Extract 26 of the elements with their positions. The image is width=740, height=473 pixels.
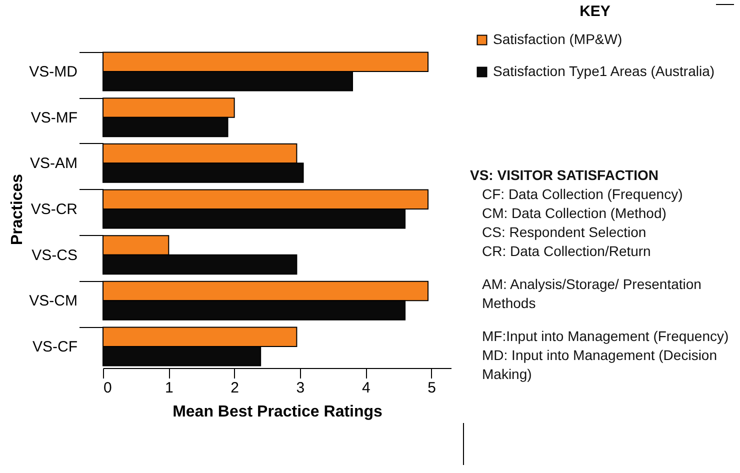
- x-axis-title: Mean Best Practice Ratings: [172, 404, 383, 420]
- y-tick-label: VS-MF: [30, 109, 78, 126]
- legend-label: Satisfaction (MP&W): [493, 31, 622, 47]
- text: CR: Data Collection/Return: [482, 242, 652, 261]
- x-tick-label: 3: [296, 380, 305, 396]
- text: MF:Input into Management (Frequency): [482, 327, 730, 346]
- x-tick-label: 2: [230, 380, 239, 396]
- y-tick-label: VS-CM: [29, 292, 78, 310]
- x-tick-label: 4: [362, 380, 370, 396]
- legend-label: Satisfaction Type1 Areas (Australia): [493, 63, 715, 79]
- legend-title: KEY: [580, 3, 610, 20]
- y-tick-label: VS-AM: [30, 155, 78, 172]
- y-tick-label: VS-CR: [30, 201, 78, 218]
- text: CS: Respondent Selection: [482, 223, 648, 242]
- y-tick-label: VS-MD: [29, 64, 78, 81]
- y-tick-label: VS-CS: [32, 246, 78, 264]
- y-tick-label: VS-CF: [32, 338, 78, 356]
- x-tick-label: 0: [104, 380, 112, 396]
- y-axis-title: Practices: [9, 174, 26, 246]
- text: MD: Input into Management (Decision Making): [482, 346, 718, 384]
- text: CF: Data Collection (Frequency): [482, 185, 684, 204]
- text: VS: VISITOR SATISFACTION: [470, 166, 660, 185]
- x-tick-label: 5: [428, 380, 436, 396]
- x-tick-label: 1: [164, 380, 174, 396]
- text: AM: Analysis/Storage/ Presentation Methods: [482, 275, 702, 313]
- text: CM: Data Collection (Method): [482, 204, 668, 223]
